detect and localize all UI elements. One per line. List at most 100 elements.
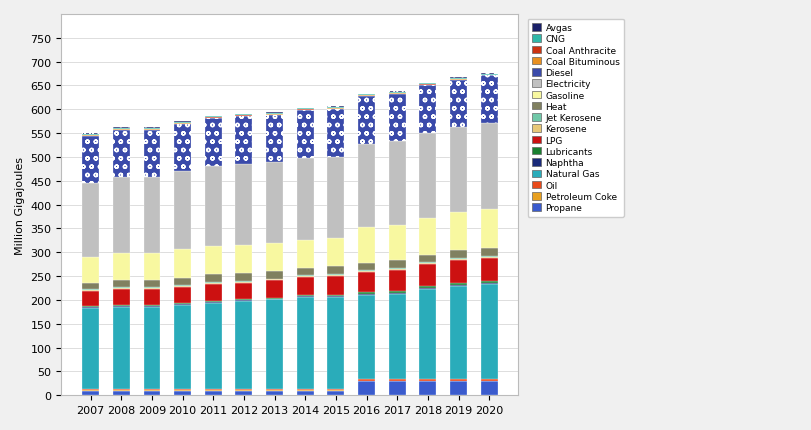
Bar (328, 110, 345, 157)
Bar (419, 255, 436, 263)
Bar (358, 379, 375, 381)
Bar (144, 307, 161, 389)
Bar (266, 389, 283, 390)
Bar (113, 253, 130, 281)
Bar (297, 298, 314, 389)
Bar (266, 113, 283, 114)
Bar (144, 390, 161, 395)
Bar (205, 284, 221, 301)
Bar (450, 260, 467, 283)
Bar (82, 390, 99, 395)
Bar (450, 128, 467, 213)
Bar (419, 286, 436, 289)
Bar (113, 131, 130, 177)
Bar (174, 123, 191, 124)
Bar (205, 167, 221, 246)
Bar (419, 86, 436, 133)
Bar (481, 379, 498, 381)
Bar (113, 129, 130, 130)
Bar (388, 142, 406, 225)
Bar (419, 289, 436, 379)
Bar (174, 278, 191, 285)
Bar (174, 390, 191, 395)
Bar (450, 259, 467, 260)
Bar (358, 144, 375, 227)
Bar (144, 306, 161, 307)
Bar (358, 272, 375, 273)
Bar (358, 381, 375, 395)
Bar (328, 296, 345, 297)
Bar (388, 268, 406, 269)
Bar (266, 300, 283, 389)
Bar (388, 291, 406, 293)
Bar (388, 269, 406, 270)
Bar (358, 97, 375, 144)
Bar (205, 117, 221, 118)
Bar (388, 225, 406, 261)
Bar (113, 389, 130, 390)
Bar (358, 94, 375, 95)
Bar (113, 307, 130, 389)
Bar (358, 271, 375, 272)
Bar (388, 261, 406, 268)
Bar (481, 74, 498, 75)
Bar (388, 92, 406, 93)
Bar (328, 389, 345, 390)
Bar (235, 115, 252, 116)
Bar (450, 258, 467, 259)
Bar (481, 258, 498, 282)
Bar (328, 108, 345, 109)
Bar (205, 303, 221, 389)
Bar (82, 134, 99, 135)
Bar (328, 109, 345, 110)
Bar (113, 128, 130, 129)
Bar (358, 95, 375, 96)
Bar (388, 270, 406, 291)
Bar (174, 286, 191, 287)
Bar (144, 177, 161, 253)
Bar (328, 276, 345, 295)
Bar (235, 282, 252, 283)
Bar (266, 271, 283, 279)
Bar (82, 291, 99, 292)
Bar (235, 302, 252, 389)
Bar (144, 130, 161, 131)
Bar (450, 381, 467, 395)
Bar (358, 273, 375, 293)
Bar (266, 299, 283, 300)
Bar (113, 390, 130, 395)
Bar (481, 284, 498, 285)
Bar (297, 276, 314, 277)
Bar (205, 302, 221, 303)
Bar (450, 283, 467, 285)
Bar (266, 163, 283, 244)
Bar (235, 273, 252, 281)
Bar (358, 96, 375, 97)
Bar (450, 80, 467, 128)
Bar (113, 177, 130, 253)
Bar (419, 263, 436, 264)
Bar (328, 390, 345, 395)
Bar (388, 94, 406, 142)
Bar (297, 109, 314, 110)
Bar (481, 76, 498, 124)
Bar (235, 116, 252, 117)
Bar (297, 295, 314, 296)
Bar (450, 379, 467, 381)
Bar (205, 301, 221, 302)
Bar (328, 295, 345, 296)
Bar (266, 279, 283, 280)
Bar (235, 389, 252, 390)
Bar (266, 281, 283, 298)
Bar (328, 297, 345, 389)
Bar (82, 292, 99, 306)
Bar (205, 118, 221, 119)
Bar (205, 119, 221, 167)
Bar (235, 301, 252, 302)
Bar (266, 390, 283, 395)
Bar (419, 379, 436, 381)
Bar (419, 85, 436, 86)
Bar (481, 124, 498, 209)
Bar (266, 114, 283, 115)
Bar (450, 79, 467, 80)
